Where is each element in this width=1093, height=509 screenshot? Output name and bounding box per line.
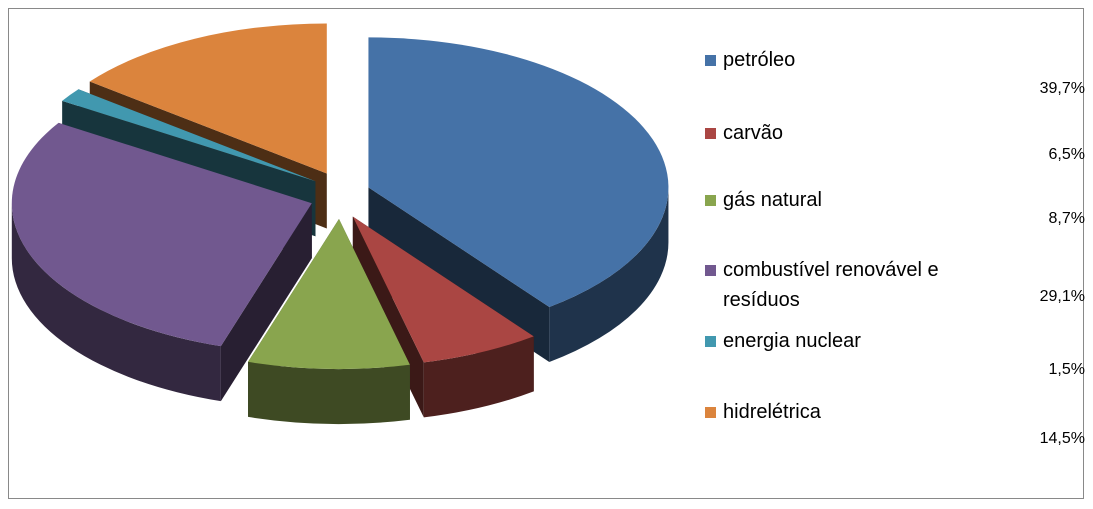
slice [62,89,316,182]
legend-label: carvão [723,122,784,144]
legend-label: energia nuclear [723,330,861,352]
data-label: 29,1% [1039,288,1085,305]
slice-wall [248,361,410,424]
data-label: 1,5% [1048,361,1085,378]
slice-side [220,203,312,402]
legend-swatch [705,407,716,418]
legend-label: petróleo [723,49,796,71]
legend-swatch [705,265,716,276]
legend-swatch [705,336,716,347]
slice-wall [549,187,669,363]
legend-label: combustível renovável e resíduos [723,259,939,311]
data-label: 14,5% [1039,430,1085,447]
slice [368,37,669,308]
data-label: 8,7% [1048,210,1085,227]
slice [352,216,534,363]
slice [89,23,327,174]
legend-label: gás natural [723,189,822,211]
data-label: 6,5% [1048,146,1085,163]
legend-swatch [705,128,716,139]
data-label: 39,7% [1039,80,1085,97]
legend-swatch [705,195,716,206]
legend-swatch [705,55,716,66]
slice [248,218,410,369]
slice [11,122,312,347]
slice-wall [423,336,534,418]
chart-frame [8,8,1084,499]
legend-label: hidrelétrica [723,401,821,423]
slice-wall [11,203,221,402]
